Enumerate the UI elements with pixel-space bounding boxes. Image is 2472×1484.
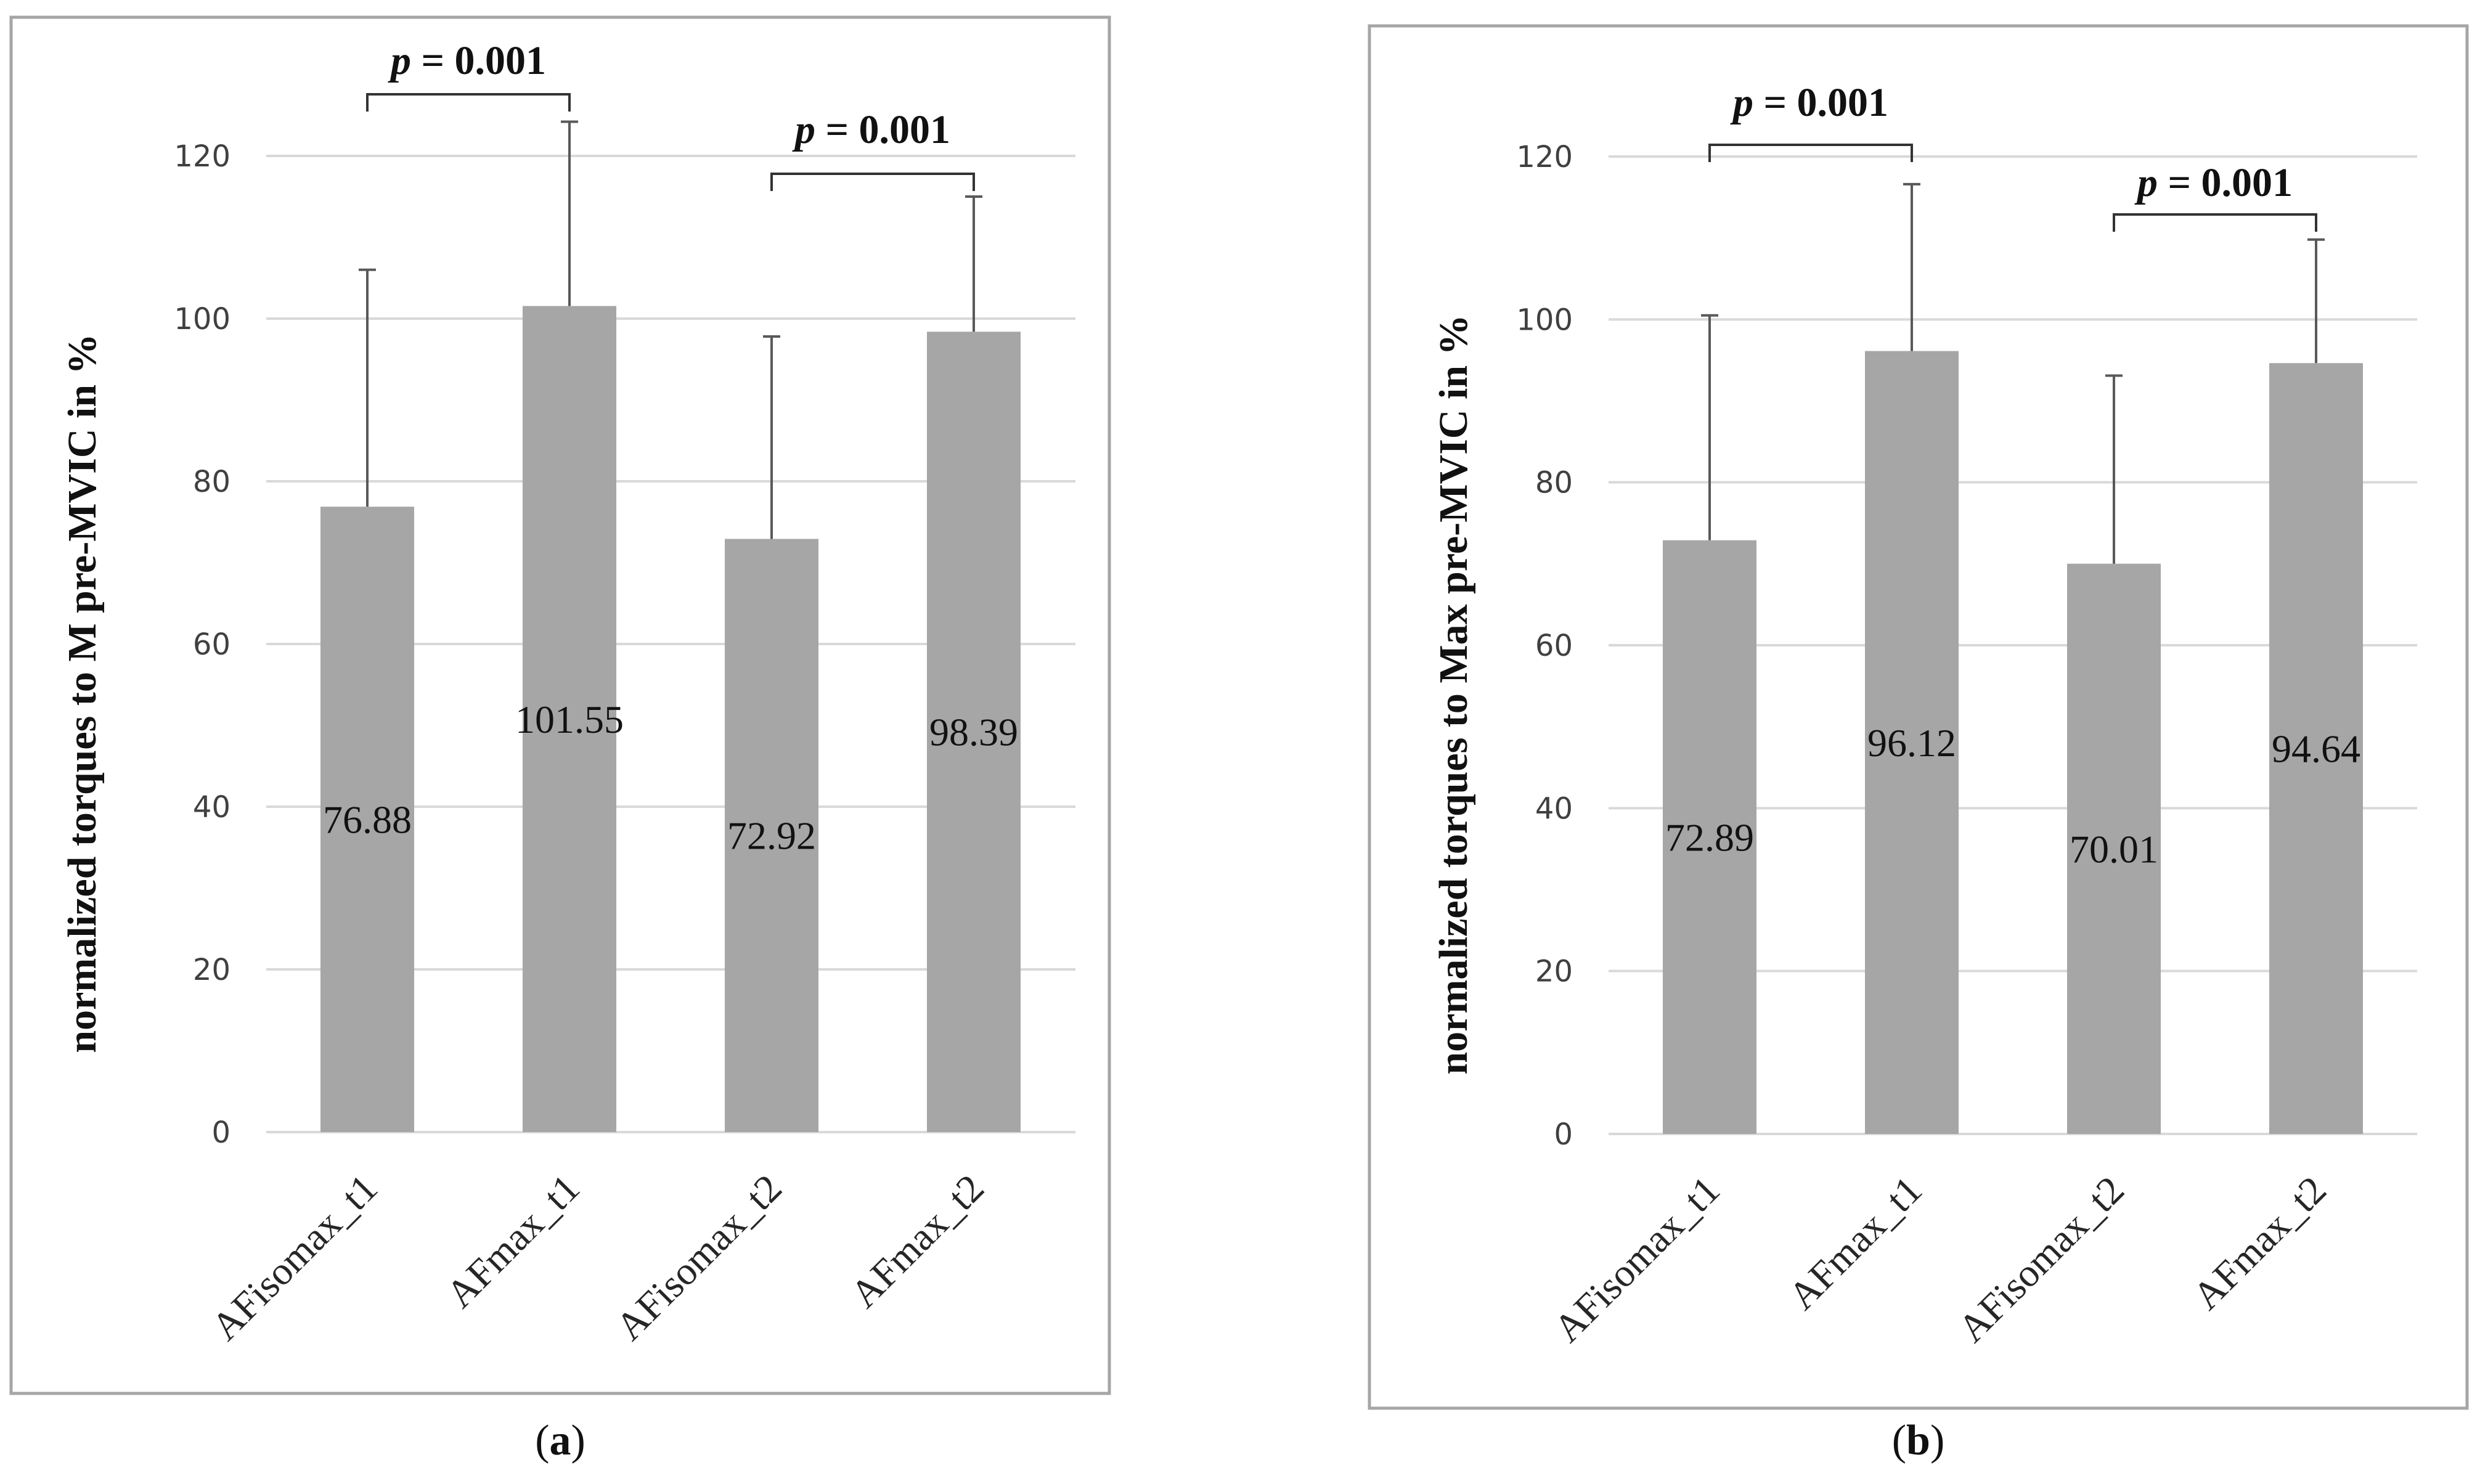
category-label: AFmax_t1	[438, 1166, 588, 1316]
p-value-label: p = 0.001	[792, 107, 950, 152]
bar-afisomax-t1	[1663, 540, 1756, 1134]
y-tick-label: 0	[211, 1115, 230, 1150]
p-letter: p	[1730, 80, 1753, 125]
bar-value-label: 70.01	[2070, 827, 2158, 871]
significance-bracket	[366, 93, 571, 112]
y-tick-label: 60	[193, 627, 230, 662]
bar-afmax-t1	[523, 306, 616, 1132]
y-tick-label: 20	[193, 953, 230, 987]
error-bar	[1903, 182, 1920, 351]
p-letter: p	[388, 38, 411, 83]
y-tick-label: 80	[193, 465, 230, 499]
p-value: = 0.001	[2158, 160, 2293, 205]
paren-close: )	[571, 1417, 585, 1464]
p-value: = 0.001	[1753, 80, 1888, 125]
p-value: = 0.001	[411, 38, 546, 83]
error-bar	[359, 268, 376, 507]
y-tick-label: 120	[1516, 140, 1573, 174]
bar-value-label: 101.55	[515, 698, 624, 741]
error-bar	[561, 120, 578, 306]
category-label: AFmax_t1	[1780, 1168, 1930, 1318]
error-bar	[2307, 238, 2325, 364]
p-letter: p	[792, 107, 815, 152]
paren-close: )	[1930, 1417, 1944, 1464]
y-axis-title: normalized torques to M pre-MVIC in %	[60, 333, 105, 1053]
panel-letter: a	[550, 1417, 571, 1464]
bar-value-label: 98.39	[929, 711, 1018, 754]
significance-bracket	[2113, 213, 2317, 232]
error-bar	[965, 195, 982, 332]
y-tick-label: 80	[1535, 466, 1573, 500]
p-value-label: p = 0.001	[388, 38, 546, 83]
panel-label: (b)	[1892, 1417, 1945, 1464]
error-bar	[1701, 314, 1718, 540]
category-label: AFisomax_t2	[607, 1166, 790, 1349]
paren-open: (	[1892, 1417, 1906, 1464]
p-value-label: p = 0.001	[2134, 160, 2293, 205]
panel-letter: b	[1906, 1417, 1930, 1464]
y-tick-label: 40	[193, 790, 230, 825]
y-tick-label: 120	[174, 139, 230, 174]
category-label: AFmax_t2	[842, 1166, 992, 1316]
bar-value-label: 72.92	[727, 814, 816, 858]
chart-panel-a: 0 20 40 60 80 100 120 76.88 AFisomax_t1 101.55 AFm…	[9, 15, 1111, 1464]
category-label: AFmax_t2	[2184, 1168, 2335, 1318]
bar-afisomax-t2	[725, 539, 818, 1132]
error-bar	[763, 335, 780, 539]
p-letter: p	[2134, 160, 2158, 205]
bar-afisomax-t1	[320, 507, 414, 1132]
y-tick-label: 40	[1535, 791, 1573, 826]
p-value-label: p = 0.001	[1730, 80, 1888, 125]
chart-frame	[9, 15, 1111, 1395]
category-label: AFisomax_t1	[203, 1166, 386, 1349]
bar-afmax-t2	[927, 332, 1021, 1133]
error-bar	[2105, 374, 2123, 564]
y-tick-label: 100	[174, 302, 230, 336]
panel-label: (a)	[535, 1417, 585, 1464]
bar-afmax-t2	[2269, 363, 2363, 1134]
significance-bracket	[770, 173, 975, 191]
category-label: AFisomax_t2	[1949, 1168, 2132, 1351]
y-tick-label: 0	[1554, 1117, 1573, 1152]
bar-value-label: 76.88	[323, 798, 412, 842]
y-tick-label: 60	[1535, 629, 1573, 663]
y-tick-label: 20	[1535, 955, 1573, 989]
paren-open: (	[535, 1417, 549, 1464]
y-axis-title: normalized torques to Max pre-MVIC in %	[1431, 314, 1476, 1074]
chart-frame	[1368, 24, 2469, 1410]
bar-value-label: 72.89	[1665, 815, 1754, 859]
p-value: = 0.001	[815, 107, 950, 152]
bar-afmax-t1	[1865, 351, 1959, 1134]
bar-value-label: 96.12	[1867, 721, 1956, 765]
chart-panel-b: 0 20 40 60 80 100 120 72.89 AFisomax_t1 96.12 AFma…	[1368, 24, 2469, 1464]
bar-value-label: 94.64	[2272, 727, 2360, 771]
category-label: AFisomax_t1	[1545, 1168, 1728, 1351]
y-tick-label: 100	[1516, 303, 1573, 337]
bar-afisomax-t2	[2067, 563, 2161, 1134]
significance-bracket	[1708, 144, 1913, 162]
